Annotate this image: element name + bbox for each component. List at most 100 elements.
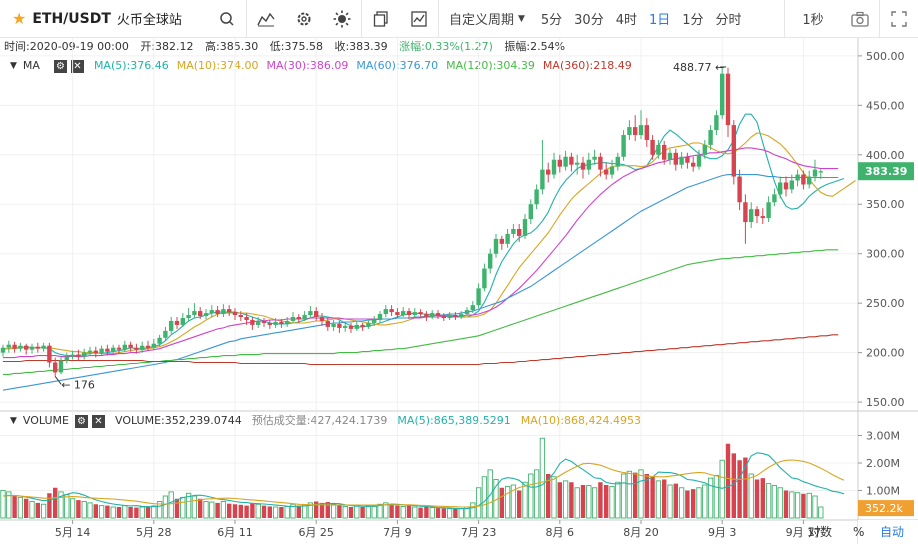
candle (215, 306, 220, 318)
candles (0, 66, 823, 377)
indicator-icon[interactable] (247, 0, 285, 38)
volume-bar (453, 508, 458, 518)
candle (812, 159, 818, 182)
candle-body (546, 169, 551, 175)
candle-body (667, 152, 673, 160)
volume-settings-gear-icon[interactable]: ⚙ (74, 414, 88, 428)
candle (737, 169, 742, 211)
symbol-selector[interactable]: ETH/USDT 火币全球站 (32, 0, 208, 38)
volume-bar (569, 482, 574, 518)
volume-bar (215, 502, 220, 518)
volume-bar (743, 457, 748, 518)
candle (418, 309, 423, 318)
candle-body (41, 345, 46, 349)
candle (151, 338, 156, 350)
volume-bar (110, 506, 116, 519)
ma-settings-gear-icon[interactable]: ⚙ (53, 59, 67, 73)
info-amplitude: 振幅:2.54% (504, 40, 566, 53)
candle-body (725, 73, 731, 126)
candle-body (522, 219, 528, 236)
auto-scale-toggle: 自动 (880, 525, 904, 539)
volume-close-icon[interactable]: ✕ (91, 414, 105, 428)
custom-period-dropdown[interactable]: 自定义周期 ▼ (439, 0, 535, 38)
candle (650, 135, 655, 160)
ma-close-icon[interactable]: ✕ (70, 59, 84, 73)
period-5min[interactable]: 5分 (540, 13, 563, 28)
ma120-line (3, 249, 839, 375)
refresh-interval[interactable]: 1秒 (802, 13, 824, 28)
period-30min[interactable]: 30分 (574, 13, 604, 28)
candle-body (708, 130, 713, 145)
period-1d[interactable]: 1日 (648, 13, 671, 28)
candle (6, 340, 11, 353)
settings-gear-icon[interactable] (285, 0, 323, 38)
copy-icon[interactable] (362, 0, 400, 38)
volume-bar (261, 505, 267, 518)
candle (99, 345, 104, 356)
candle-body (673, 152, 678, 165)
search-icon[interactable] (208, 0, 246, 38)
volume-bar (650, 476, 655, 518)
volume-bar (655, 480, 662, 519)
candle-body (511, 228, 516, 234)
volume-bar (400, 506, 406, 519)
candle (354, 320, 359, 331)
candle (441, 313, 446, 321)
candle-body (575, 162, 580, 165)
candle-body (267, 322, 272, 325)
candle-body (279, 321, 284, 324)
candle-body (192, 311, 197, 316)
chart-image-icon[interactable] (400, 0, 438, 38)
volume-bar (17, 496, 24, 519)
candle (64, 352, 69, 364)
candle-body (528, 204, 533, 220)
favorite-star-icon[interactable]: ★ (12, 9, 27, 28)
low-marker-label: ← 176 (61, 378, 95, 391)
volume-bar (794, 492, 801, 519)
candle-body (35, 346, 40, 349)
period-timeline[interactable]: 分时 (715, 13, 742, 28)
candle (401, 307, 406, 318)
candle-body (151, 343, 156, 348)
volume-bar (232, 504, 238, 518)
volume-bar (365, 505, 372, 519)
candle-body (592, 156, 597, 160)
collapse-chevron-icon[interactable]: ▼ (10, 61, 17, 71)
candle-body (24, 345, 29, 350)
vol-collapse-chevron-icon[interactable]: ▼ (10, 416, 17, 426)
volume-bar (24, 498, 29, 518)
candle (111, 344, 116, 354)
candle (412, 308, 417, 318)
period-4h[interactable]: 4时 (615, 13, 637, 28)
candle-body (82, 352, 87, 357)
volume-bar (604, 485, 609, 518)
volume-bar (301, 504, 308, 519)
theme-sun-icon[interactable] (323, 0, 361, 38)
candle (644, 118, 649, 147)
candle-body (493, 238, 499, 254)
high-marker-label: 488.77 ← (673, 61, 724, 74)
candle-body (412, 312, 417, 316)
candle (488, 248, 493, 274)
volume-bar (435, 508, 441, 518)
candle-body (337, 323, 342, 328)
candle (598, 152, 603, 177)
candle-body (406, 311, 412, 316)
candle-body (435, 313, 441, 317)
fullscreen-icon[interactable] (880, 0, 918, 38)
candle-body (227, 309, 232, 313)
candle-body (377, 314, 383, 320)
time-tick-label: 8月 6 (546, 526, 575, 539)
last-price-tag (858, 162, 914, 181)
volume-bar (139, 506, 145, 519)
volume-bar (691, 489, 696, 518)
time-tick-label: 6月 25 (298, 526, 334, 539)
candle-body (389, 309, 394, 313)
candle (232, 308, 238, 320)
period-1min[interactable]: 1分 (682, 13, 704, 28)
candle-body (778, 182, 783, 195)
camera-icon[interactable] (841, 0, 879, 38)
candle-body (691, 162, 696, 167)
candle-body (70, 354, 75, 357)
